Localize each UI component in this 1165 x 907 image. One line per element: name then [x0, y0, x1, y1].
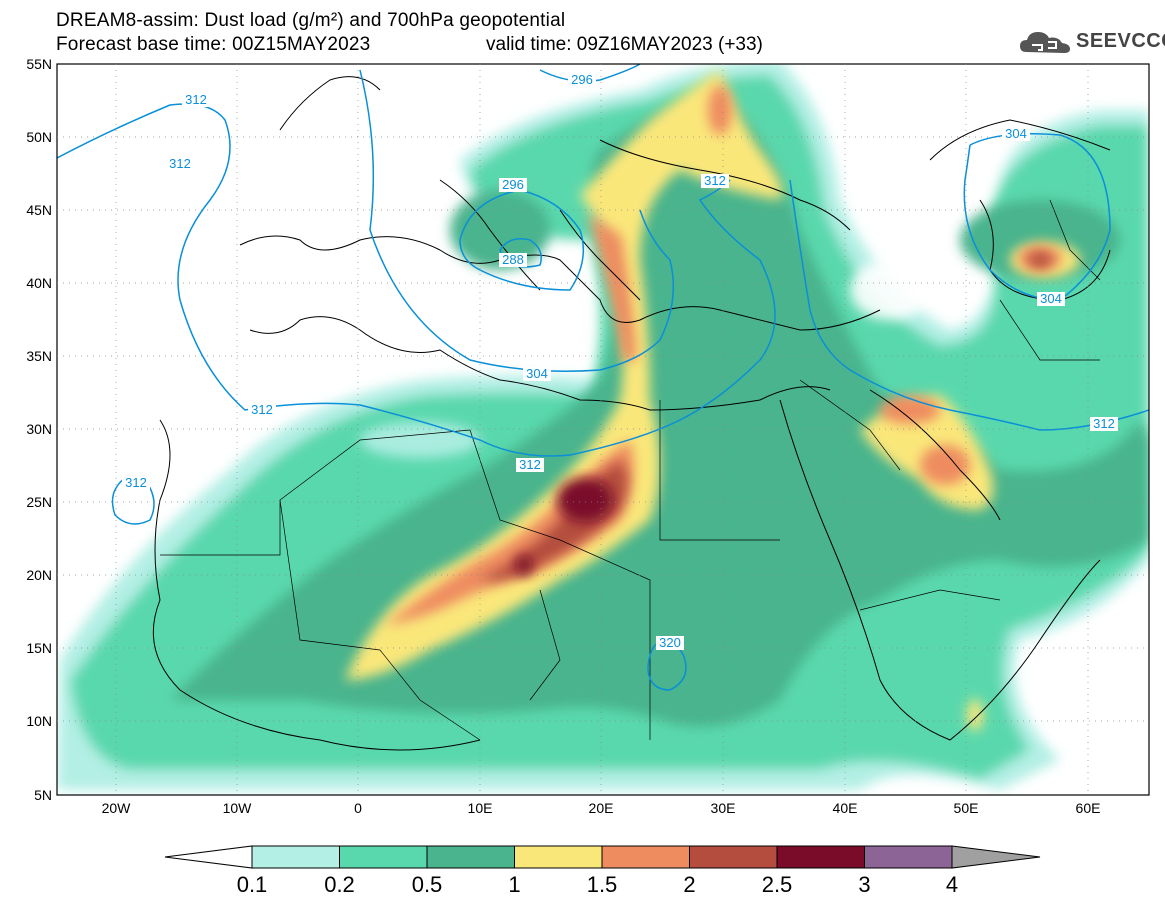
contour-label: 320 — [659, 635, 681, 650]
lon-label: 50E — [954, 800, 979, 816]
lat-label: 50N — [26, 129, 52, 145]
lat-label: 15N — [26, 640, 52, 656]
contour-label: 288 — [502, 252, 524, 267]
lon-label: 10E — [468, 800, 493, 816]
lat-label: 25N — [26, 494, 52, 510]
logo-text: SEEVCCC — [1076, 30, 1165, 52]
contour-label: 312 — [519, 457, 541, 472]
lat-label: 5N — [34, 787, 52, 803]
longitude-labels: 20W 10W 0 10E 20E 30E 40E 50E 60E — [102, 800, 1101, 816]
colorbar-tick-label: 2 — [683, 872, 695, 897]
colorbar-tick-label: 4 — [946, 872, 958, 897]
contour-label: 304 — [1040, 291, 1062, 306]
colorbar-swatch — [426, 845, 515, 869]
contour-label: 312 — [704, 173, 726, 188]
contour-label: 304 — [1005, 126, 1027, 141]
colorbar-swatch — [689, 845, 778, 869]
lat-label: 45N — [26, 202, 52, 218]
lon-label: 10W — [223, 800, 253, 816]
map-title: DREAM8-assim: Dust load (g/m²) and 700hP… — [56, 10, 566, 31]
colorbar-swatch — [514, 845, 603, 869]
contour-labels: 312 312 296 296 312 288 304 304 312 312 … — [122, 72, 1118, 650]
lon-label: 20E — [589, 800, 614, 816]
colorbar-arrow-low — [164, 845, 253, 869]
geopotential-contours — [57, 64, 1149, 691]
lon-label: 60E — [1076, 800, 1101, 816]
colorbar-tick-label: 1 — [508, 872, 520, 897]
colorbar-swatch — [601, 845, 690, 869]
dust-field — [57, 64, 1149, 795]
forecast-base-time: Forecast base time: 00Z15MAY2023 — [56, 34, 371, 55]
seevccc-logo: SEEVCCC — [1018, 26, 1165, 58]
latitude-labels: 55N 50N 45N 40N 35N 30N 25N 20N 15N 10N … — [26, 56, 52, 803]
colorbar-swatch — [339, 845, 428, 869]
cloud-logo-icon — [1020, 32, 1070, 53]
colorbar: 0.1 0.2 0.5 1 1.5 2 2.5 3 4 — [164, 845, 1041, 897]
colorbar-tick-label: 0.2 — [324, 872, 355, 897]
contour-label: 312 — [251, 402, 273, 417]
lon-label: 0 — [354, 800, 362, 816]
colorbar-tick-label: 0.5 — [412, 872, 443, 897]
colorbar-swatch — [251, 845, 340, 869]
valid-time: valid time: 09Z16MAY2023 (+33) — [486, 34, 763, 55]
lat-label: 30N — [26, 421, 52, 437]
colorbar-swatch — [776, 845, 865, 869]
map-frame — [56, 63, 1150, 796]
lat-label: 20N — [26, 567, 52, 583]
coastlines — [152, 76, 1111, 751]
lon-label: 40E — [833, 800, 858, 816]
contour-label: 296 — [502, 177, 524, 192]
lat-label: 40N — [26, 275, 52, 291]
colorbar-tick-label: 3 — [858, 872, 870, 897]
colorbar-swatch — [864, 845, 953, 869]
lon-label: 30E — [711, 800, 736, 816]
contour-label: 312 — [125, 475, 147, 490]
contour-label: 312 — [169, 156, 191, 171]
contour-label: 312 — [1093, 416, 1115, 431]
lat-label: 35N — [26, 348, 52, 364]
contour-label: 296 — [571, 72, 593, 87]
contour-label: 312 — [185, 92, 207, 107]
lon-label: 20W — [102, 800, 132, 816]
colorbar-tick-label: 2.5 — [762, 872, 793, 897]
lat-label: 10N — [26, 713, 52, 729]
lat-label: 55N — [26, 56, 52, 72]
colorbar-tick-label: 1.5 — [587, 872, 618, 897]
colorbar-arrow-high — [951, 845, 1041, 869]
colorbar-tick-label: 0.1 — [237, 872, 268, 897]
contour-label: 304 — [526, 366, 548, 381]
gridlines — [57, 64, 1149, 795]
